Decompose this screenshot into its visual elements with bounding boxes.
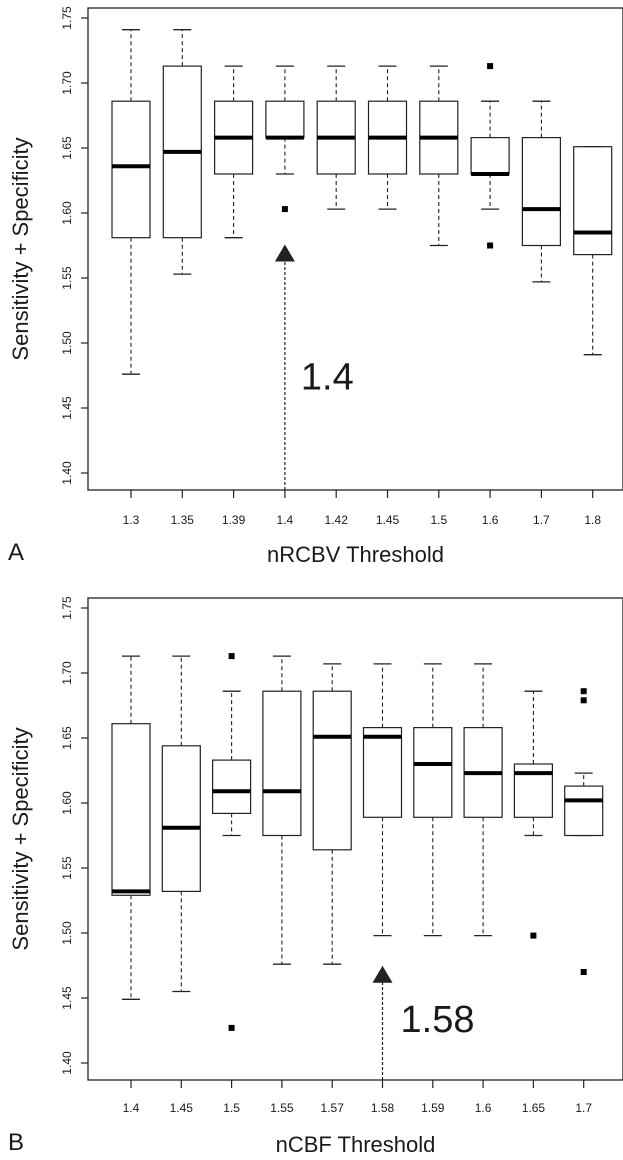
box-1.57 — [312, 663, 352, 965]
box-1.39 — [214, 65, 254, 239]
iqr-box — [413, 726, 453, 818]
x-axis-title: nCBF Threshold — [276, 1132, 436, 1157]
box-1.65 — [513, 690, 554, 939]
box-1.58 — [362, 663, 403, 937]
x-tick-label: 1.6 — [482, 513, 499, 527]
x-tick-label: 1.55 — [270, 1101, 294, 1115]
outlier-point — [228, 1024, 235, 1031]
iqr-box — [362, 726, 403, 818]
box-1.4 — [265, 65, 305, 213]
iqr-box — [265, 100, 305, 139]
box-1.8 — [573, 146, 613, 356]
panel-letter: A — [8, 539, 24, 566]
y-tick-label: 1.60 — [60, 201, 74, 225]
x-tick-label: 1.65 — [522, 1101, 546, 1115]
box-1.45 — [161, 655, 201, 993]
outlier-point — [487, 242, 494, 249]
box-1.6 — [463, 663, 503, 937]
x-tick-label: 1.4 — [123, 1101, 140, 1115]
box-1.7 — [521, 100, 562, 283]
box-1.4 — [111, 655, 151, 1000]
x-tick-label: 1.45 — [170, 1101, 194, 1115]
x-tick-label: 1.6 — [475, 1101, 492, 1115]
iqr-box — [161, 745, 201, 892]
x-tick-label: 1.3 — [123, 513, 140, 527]
y-axis-title: Sensitivity + Specificity — [8, 727, 33, 950]
iqr-box — [212, 759, 252, 814]
box-1.42 — [316, 65, 356, 210]
box-1.5 — [419, 65, 459, 247]
y-tick-label: 1.70 — [60, 661, 74, 685]
iqr-box — [521, 137, 562, 247]
plot-frame — [87, 597, 623, 1081]
x-tick-label: 1.7 — [533, 513, 550, 527]
box-1.3 — [111, 29, 151, 375]
box-1.45 — [367, 65, 408, 210]
y-tick-label: 1.50 — [60, 921, 74, 945]
x-tick-label: 1.42 — [325, 513, 349, 527]
y-tick-label: 1.65 — [60, 136, 74, 160]
y-tick-label: 1.60 — [60, 791, 74, 815]
panel-b: 1.40 1.45 1.50 1.55 1.60 1.65 1.70 1.75 1.4 1.45 1… — [8, 596, 623, 1157]
annotation-label: 1.4 — [301, 357, 354, 399]
iqr-box — [111, 723, 151, 896]
x-tick-label: 1.35 — [171, 513, 195, 527]
y-tick-label: 1.75 — [60, 596, 74, 620]
outlier-point — [580, 697, 587, 704]
outlier-point — [530, 932, 537, 939]
y-tick-label: 1.55 — [60, 266, 74, 290]
outlier-point — [281, 206, 288, 213]
x-tick-label: 1.57 — [321, 1101, 345, 1115]
y-axis-title: Sensitivity + Specificity — [8, 137, 33, 360]
plot-frame — [87, 7, 623, 491]
iqr-box — [564, 785, 604, 837]
outlier-point — [487, 63, 494, 70]
x-tick-label: 1.39 — [222, 513, 246, 527]
panel-a: 1.40 1.45 1.50 1.55 1.60 1.65 1.70 1.75 1.3 1.35 1… — [8, 6, 623, 567]
y-tick-label: 1.70 — [60, 71, 74, 95]
iqr-box — [573, 146, 613, 256]
iqr-box — [312, 690, 352, 851]
y-tick-label: 1.45 — [60, 396, 74, 420]
outlier-point — [228, 653, 235, 660]
x-tick-label: 1.5 — [223, 1101, 240, 1115]
y-tick-label: 1.50 — [60, 331, 74, 355]
box-1.59 — [413, 663, 453, 937]
y-tick-label: 1.40 — [60, 1051, 74, 1075]
x-tick-label: 1.4 — [277, 513, 294, 527]
iqr-box — [470, 137, 510, 175]
box-1.35 — [162, 29, 202, 275]
box-1.5 — [212, 653, 252, 1031]
y-tick-label: 1.65 — [60, 726, 74, 750]
x-tick-label: 1.58 — [371, 1101, 395, 1115]
box-1.55 — [262, 655, 302, 965]
box-1.7 — [564, 688, 604, 975]
annotation-arrowhead — [372, 965, 393, 983]
panel-letter: B — [8, 1129, 24, 1156]
y-tick-label: 1.75 — [60, 6, 74, 30]
annotation-label: 1.58 — [401, 999, 475, 1041]
box-1.6 — [470, 63, 510, 249]
x-tick-label: 1.7 — [575, 1101, 592, 1115]
outlier-point — [580, 688, 587, 695]
y-tick-label: 1.45 — [60, 986, 74, 1010]
x-tick-label: 1.59 — [421, 1101, 445, 1115]
iqr-box — [111, 100, 151, 239]
x-tick-label: 1.5 — [430, 513, 447, 527]
x-axis-title: nRCBV Threshold — [267, 542, 444, 567]
x-tick-label: 1.45 — [376, 513, 400, 527]
outlier-point — [580, 969, 587, 975]
y-tick-label: 1.55 — [60, 856, 74, 880]
iqr-box — [262, 690, 302, 837]
y-tick-label: 1.40 — [60, 461, 74, 485]
x-tick-label: 1.8 — [584, 513, 601, 527]
annotation-arrowhead — [274, 244, 295, 262]
